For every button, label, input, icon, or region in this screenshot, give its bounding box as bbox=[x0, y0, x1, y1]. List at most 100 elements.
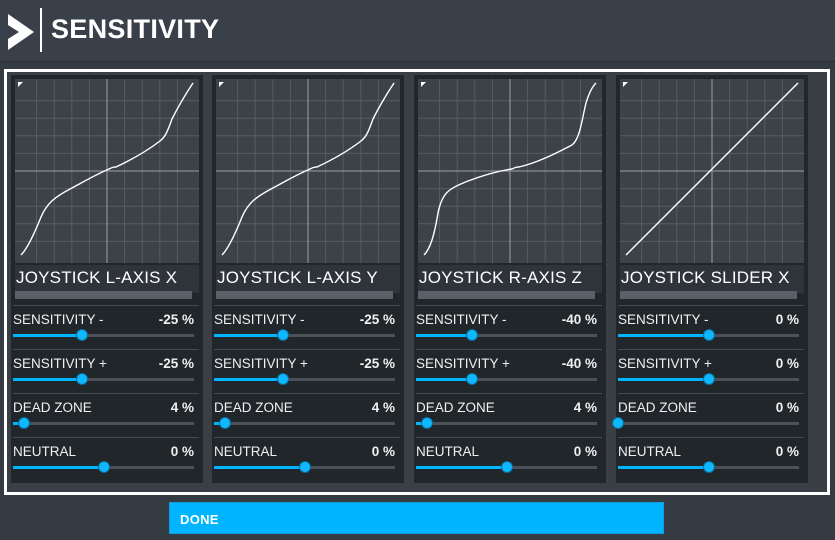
setting-slider[interactable] bbox=[13, 461, 194, 473]
setting-row: SENSITIVITY + -25 % bbox=[212, 349, 404, 393]
setting-slider[interactable] bbox=[214, 373, 395, 385]
row-separator bbox=[214, 349, 400, 350]
slider-fill bbox=[416, 334, 473, 337]
axis-title: JOYSTICK L-AXIS Y bbox=[216, 265, 400, 293]
setting-row: DEAD ZONE 0 % bbox=[612, 393, 808, 437]
setting-row: SENSITIVITY - -25 % bbox=[212, 305, 404, 349]
chevron-right-icon[interactable] bbox=[6, 12, 36, 52]
slider-fill bbox=[13, 378, 82, 381]
row-separator bbox=[214, 305, 400, 306]
setting-slider[interactable] bbox=[416, 373, 597, 385]
setting-row: DEAD ZONE 4 % bbox=[11, 393, 203, 437]
setting-value: -40 % bbox=[561, 312, 597, 327]
setting-label: NEUTRAL bbox=[214, 444, 278, 459]
axis-card: JOYSTICK L-AXIS Y SENSITIVITY - -25 % SE… bbox=[212, 75, 404, 483]
slider-handle[interactable] bbox=[612, 417, 624, 429]
slider-handle[interactable] bbox=[276, 373, 289, 385]
slider-handle[interactable] bbox=[276, 329, 289, 341]
setting-value: 0 % bbox=[775, 312, 799, 327]
row-separator bbox=[416, 393, 602, 394]
done-button[interactable]: DONE bbox=[169, 502, 664, 534]
setting-label: NEUTRAL bbox=[416, 444, 480, 459]
row-separator bbox=[13, 437, 199, 438]
setting-label: NEUTRAL bbox=[13, 444, 77, 459]
slider-handle[interactable] bbox=[420, 417, 433, 429]
slider-fill bbox=[416, 466, 507, 469]
slider-fill bbox=[214, 466, 305, 469]
setting-row: NEUTRAL 0 % bbox=[212, 437, 404, 481]
slider-handle[interactable] bbox=[702, 461, 715, 473]
setting-label: DEAD ZONE bbox=[214, 400, 293, 415]
setting-value: 0 % bbox=[775, 356, 799, 371]
setting-row: SENSITIVITY - 0 % bbox=[616, 305, 808, 349]
row-separator bbox=[416, 305, 602, 306]
slider-fill bbox=[13, 466, 104, 469]
setting-slider[interactable] bbox=[13, 329, 194, 341]
setting-slider[interactable] bbox=[13, 417, 194, 429]
response-curve-graph[interactable] bbox=[620, 79, 804, 263]
setting-slider[interactable] bbox=[214, 417, 395, 429]
setting-slider[interactable] bbox=[618, 461, 799, 473]
slider-handle[interactable] bbox=[466, 329, 479, 341]
setting-value: 0 % bbox=[573, 444, 597, 459]
slider-handle[interactable] bbox=[702, 373, 715, 385]
slider-handle[interactable] bbox=[702, 329, 715, 341]
setting-slider[interactable] bbox=[214, 329, 395, 341]
response-curve-line bbox=[625, 82, 799, 256]
slider-fill bbox=[416, 378, 473, 381]
response-curve-graph[interactable] bbox=[15, 79, 199, 263]
setting-row: SENSITIVITY - -25 % bbox=[11, 305, 203, 349]
slider-fill bbox=[214, 378, 283, 381]
setting-slider[interactable] bbox=[618, 373, 799, 385]
setting-slider[interactable] bbox=[13, 373, 194, 385]
axis-title: JOYSTICK SLIDER X bbox=[620, 265, 804, 293]
setting-slider[interactable] bbox=[214, 461, 395, 473]
row-separator bbox=[618, 437, 804, 438]
setting-label: SENSITIVITY - bbox=[13, 312, 104, 327]
setting-label: SENSITIVITY + bbox=[214, 356, 308, 371]
response-curve-graph[interactable] bbox=[418, 79, 602, 263]
row-separator bbox=[416, 349, 602, 350]
setting-value: -25 % bbox=[359, 312, 395, 327]
response-curve-line bbox=[221, 82, 395, 256]
slider-fill bbox=[618, 466, 709, 469]
axis-input-bar bbox=[15, 291, 192, 299]
slider-handle[interactable] bbox=[500, 461, 513, 473]
slider-handle[interactable] bbox=[298, 461, 311, 473]
row-separator bbox=[416, 437, 602, 438]
axis-title: JOYSTICK L-AXIS X bbox=[15, 265, 199, 293]
setting-slider[interactable] bbox=[612, 417, 799, 429]
response-curve-graph[interactable] bbox=[216, 79, 400, 263]
setting-value: 4 % bbox=[573, 400, 597, 415]
row-separator bbox=[214, 437, 400, 438]
slider-handle[interactable] bbox=[75, 373, 88, 385]
setting-value: 0 % bbox=[775, 400, 799, 415]
setting-slider[interactable] bbox=[416, 329, 597, 341]
setting-row: SENSITIVITY - -40 % bbox=[414, 305, 606, 349]
slider-handle[interactable] bbox=[17, 417, 30, 429]
slider-handle[interactable] bbox=[218, 417, 231, 429]
axis-input-bar bbox=[216, 291, 393, 299]
setting-label: SENSITIVITY - bbox=[416, 312, 507, 327]
slider-handle[interactable] bbox=[466, 373, 479, 385]
axis-card: JOYSTICK R-AXIS Z SENSITIVITY - -40 % SE… bbox=[414, 75, 606, 483]
row-separator bbox=[618, 393, 804, 394]
axis-title: JOYSTICK R-AXIS Z bbox=[418, 265, 602, 293]
axis-card: JOYSTICK SLIDER X SENSITIVITY - 0 % SENS… bbox=[612, 75, 808, 483]
row-separator bbox=[214, 393, 400, 394]
slider-handle[interactable] bbox=[97, 461, 110, 473]
axis-input-bar bbox=[418, 291, 595, 299]
setting-slider[interactable] bbox=[618, 329, 799, 341]
setting-label: DEAD ZONE bbox=[13, 400, 92, 415]
setting-row: DEAD ZONE 4 % bbox=[212, 393, 404, 437]
setting-slider[interactable] bbox=[416, 417, 597, 429]
page-title: SENSITIVITY bbox=[51, 14, 220, 44]
header-bar: SENSITIVITY bbox=[0, 0, 835, 62]
axis-input-bar bbox=[620, 291, 797, 299]
setting-label: SENSITIVITY - bbox=[618, 312, 709, 327]
axis-card: JOYSTICK L-AXIS X SENSITIVITY - -25 % SE… bbox=[11, 75, 203, 483]
setting-label: SENSITIVITY + bbox=[416, 356, 510, 371]
slider-fill bbox=[618, 378, 709, 381]
setting-slider[interactable] bbox=[416, 461, 597, 473]
slider-handle[interactable] bbox=[75, 329, 88, 341]
